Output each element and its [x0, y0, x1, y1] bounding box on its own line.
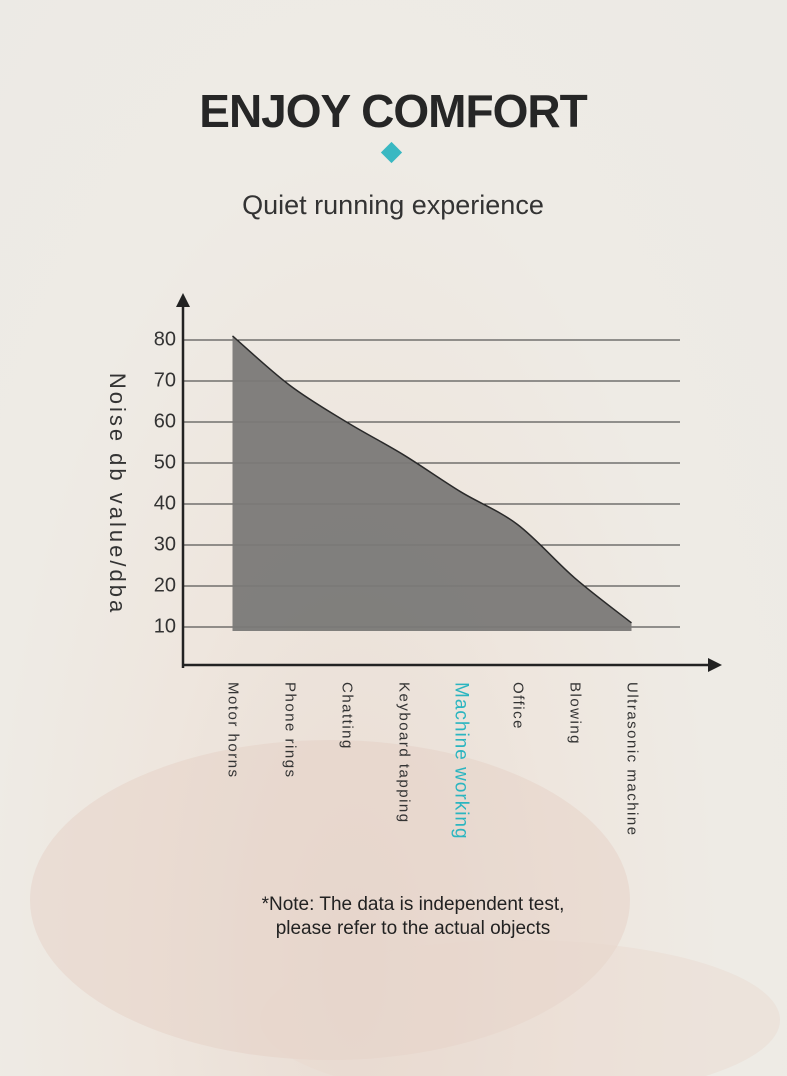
- note: *Note: The data is independent test,: [262, 894, 565, 915]
- note: please refer to the actual objects: [276, 918, 551, 939]
- y-tick-label: 80: [154, 328, 176, 350]
- y-tick-label: 20: [154, 574, 176, 596]
- background-figure: [260, 940, 780, 1076]
- y-tick-label: 60: [154, 410, 176, 432]
- area: [232, 335, 632, 631]
- x-axis-arrow: [708, 658, 722, 672]
- x-tick-label: Machine working: [450, 682, 471, 840]
- x-tick-label: Motor horns: [225, 682, 242, 779]
- y-axis-arrow: [176, 293, 190, 307]
- y-tick-label: 50: [154, 451, 176, 473]
- area-edge: [232, 335, 632, 624]
- x-tick-label: Chatting: [339, 682, 356, 750]
- diamond-icon: [380, 141, 403, 164]
- x-tick-label: Keyboard tapping: [396, 682, 413, 824]
- y-tick-label: 70: [154, 369, 176, 391]
- y-axis-label: Noise db value/dba: [105, 373, 130, 615]
- chart-subtitle: Quiet running experience: [242, 190, 544, 220]
- y-tick-label: 40: [154, 492, 176, 514]
- y-tick-label: 30: [154, 533, 176, 555]
- x-tick-label: Blowing: [567, 682, 584, 745]
- background-figure: [30, 740, 630, 1060]
- x-tick-label: Office: [510, 682, 527, 730]
- x-tick-label: Phone rings: [282, 682, 299, 779]
- y-tick-label: 10: [154, 615, 176, 637]
- chart-title: ENJOY COMFORT: [199, 85, 587, 137]
- x-tick-label: Ultrasonic machine: [624, 682, 641, 837]
